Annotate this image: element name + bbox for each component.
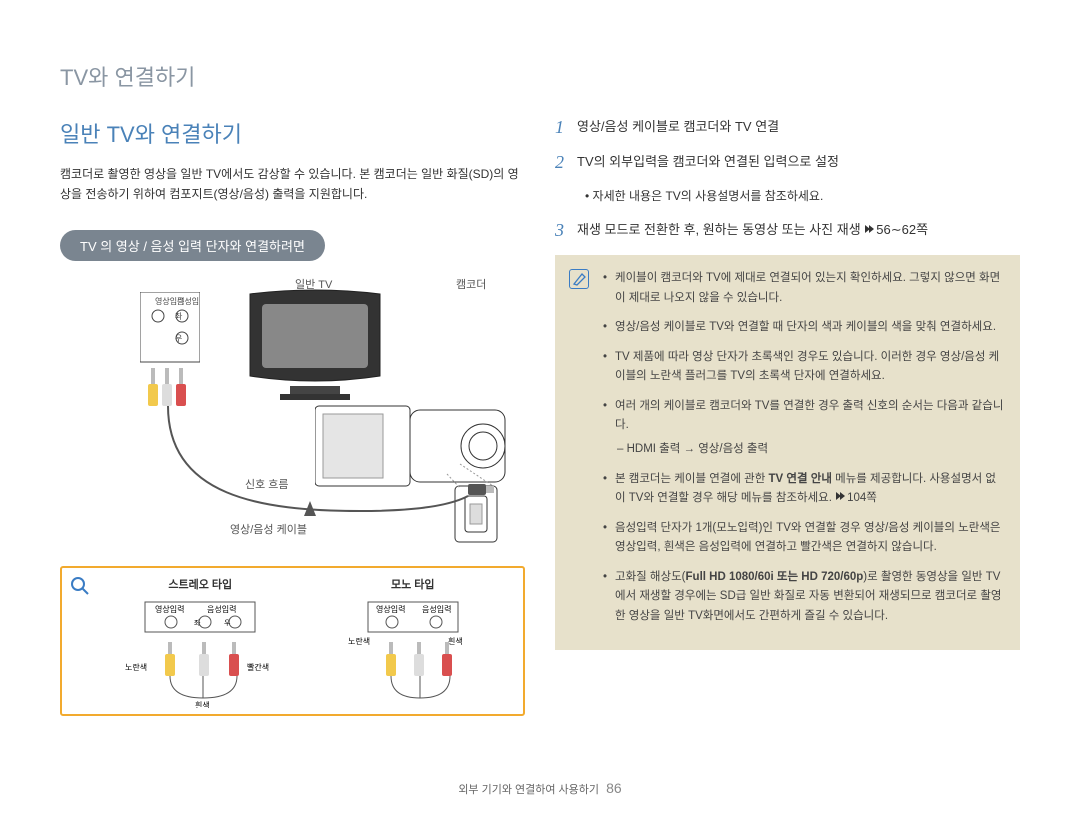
note-icon [569,269,589,289]
magnifier-icon [70,576,90,596]
svg-text:영상입력: 영상입력 [376,604,405,614]
step-number: 1 [555,117,569,138]
page-footer: 외부 기기와 연결하여 사용하기 86 [0,780,1080,797]
right-column: 1 영상/음성 케이블로 캠코더와 TV 연결 2 TV의 외부입력을 캠코더와… [555,117,1020,716]
note-item: TV 제품에 따라 영상 단자가 초록색인 경우도 있습니다. 이러한 경우 영… [603,348,1004,387]
page-ref: 56∼62쪽 [876,222,928,237]
svg-text:흰색: 흰색 [448,636,463,646]
section-title: 일반 TV와 연결하기 [60,117,525,149]
note-text: 고화질 해상도( [615,571,686,583]
step-text: 재생 모드로 전환한 후, 원하는 동영상 또는 사진 재생 56∼62쪽 [577,220,1020,241]
note-item: 음성입력 단자가 1개(모노입력)인 TV와 연결할 경우 영상/음성 케이블의… [603,519,1004,558]
numbered-steps: 1 영상/음성 케이블로 캠코더와 TV 연결 2 TV의 외부입력을 캠코더와… [555,117,1020,241]
left-column: 일반 TV와 연결하기 캠코더로 촬영한 영상을 일반 TV에서도 감상할 수 … [60,117,525,716]
footer-text: 외부 기기와 연결하여 사용하기 [458,784,599,796]
step-3: 3 재생 모드로 전환한 후, 원하는 동영상 또는 사진 재생 56∼62쪽 [555,220,1020,241]
procedure-pill: TV 의 영상 / 음성 입력 단자와 연결하려면 [60,230,325,261]
note-item: 영상/음성 케이블로 TV와 연결할 때 단자의 색과 케이블의 색을 맞춰 연… [603,318,1004,338]
svg-text:노란색: 노란색 [125,662,147,672]
step-2: 2 TV의 외부입력을 캠코더와 연결된 입력으로 설정 [555,152,1020,173]
step-text: 영상/음성 케이블로 캠코더와 TV 연결 [577,117,1020,138]
svg-text:흰색: 흰색 [195,700,210,708]
stereo-title: 스트레오 타입 [98,576,303,592]
page-ref-icon [864,224,876,234]
content-columns: 일반 TV와 연결하기 캠코더로 촬영한 영상을 일반 TV에서도 감상할 수 … [60,117,1020,716]
svg-text:좌: 좌 [194,618,201,627]
mono-title: 모노 타입 [311,576,516,592]
connector-types-box: 스트레오 타입 영상입력 음성입력 좌 우 [60,566,525,716]
page-ref: 104쪽 [847,492,877,504]
step-3-text: 재생 모드로 전환한 후, 원하는 동영상 또는 사진 재생 [577,222,864,237]
connection-diagram: 영상입력 음성입력 좌 우 일반 TV 캠코더 신호 흐름 영상/음성 케이블 [60,276,525,556]
svg-text:노란색: 노란색 [348,636,370,646]
note-sub: – HDMI 출력 → 영상/음성 출력 [617,440,1004,460]
svg-text:음성입력: 음성입력 [207,604,236,614]
notes-box: 케이블이 캠코더와 TV에 제대로 연결되어 있는지 확인하세요. 그렇지 않으… [555,255,1020,650]
step-text: TV의 외부입력을 캠코더와 연결된 입력으로 설정 [577,152,1020,173]
intro-paragraph: 캠코더로 촬영한 영상을 일반 TV에서도 감상할 수 있습니다. 본 캠코더는… [60,164,525,205]
svg-text:빨간색: 빨간색 [247,662,269,672]
note-item: 여러 개의 케이블로 캠코더와 TV를 연결한 경우 출력 신호의 순서는 다음… [603,397,1004,460]
note-bold: Full HD 1080/60i 또는 HD 720/60p [686,571,864,583]
note-text: 본 캠코더는 케이블 연결에 관한 [615,473,769,485]
svg-text:음성입력: 음성입력 [422,604,451,614]
page-header: TV와 연결하기 [60,60,1020,92]
step-number: 3 [555,220,569,241]
step-1: 1 영상/음성 케이블로 캠코더와 TV 연결 [555,117,1020,138]
note-text: 여러 개의 케이블로 캠코더와 TV를 연결한 경우 출력 신호의 순서는 다음… [615,400,1003,432]
note-item: 본 캠코더는 케이블 연결에 관한 TV 연결 안내 메뉴를 제공합니다. 사용… [603,470,1004,509]
stereo-jacks-icon: 영상입력 음성입력 좌 우 [115,598,285,708]
note-bold: TV 연결 안내 [769,473,832,485]
step-number: 2 [555,152,569,173]
svg-text:영상입력: 영상입력 [155,604,184,614]
page-ref-icon [835,491,847,501]
note-item: 고화질 해상도(Full HD 1080/60i 또는 HD 720/60p)로… [603,568,1004,627]
cable-path-icon [60,276,530,556]
step-2-sub: 자세한 내용은 TV의 사용설명서를 참조하세요. [585,187,1020,206]
mono-jacks-icon: 영상입력 음성입력 노란색 흰색 [328,598,498,708]
page-number: 86 [606,780,622,796]
stereo-type-panel: 스트레오 타입 영상입력 음성입력 좌 우 [98,576,303,706]
note-item: 케이블이 캠코더와 TV에 제대로 연결되어 있는지 확인하세요. 그렇지 않으… [603,269,1004,308]
mono-type-panel: 모노 타입 영상입력 음성입력 노란색 흰색 [311,576,516,706]
svg-text:우: 우 [224,619,231,627]
